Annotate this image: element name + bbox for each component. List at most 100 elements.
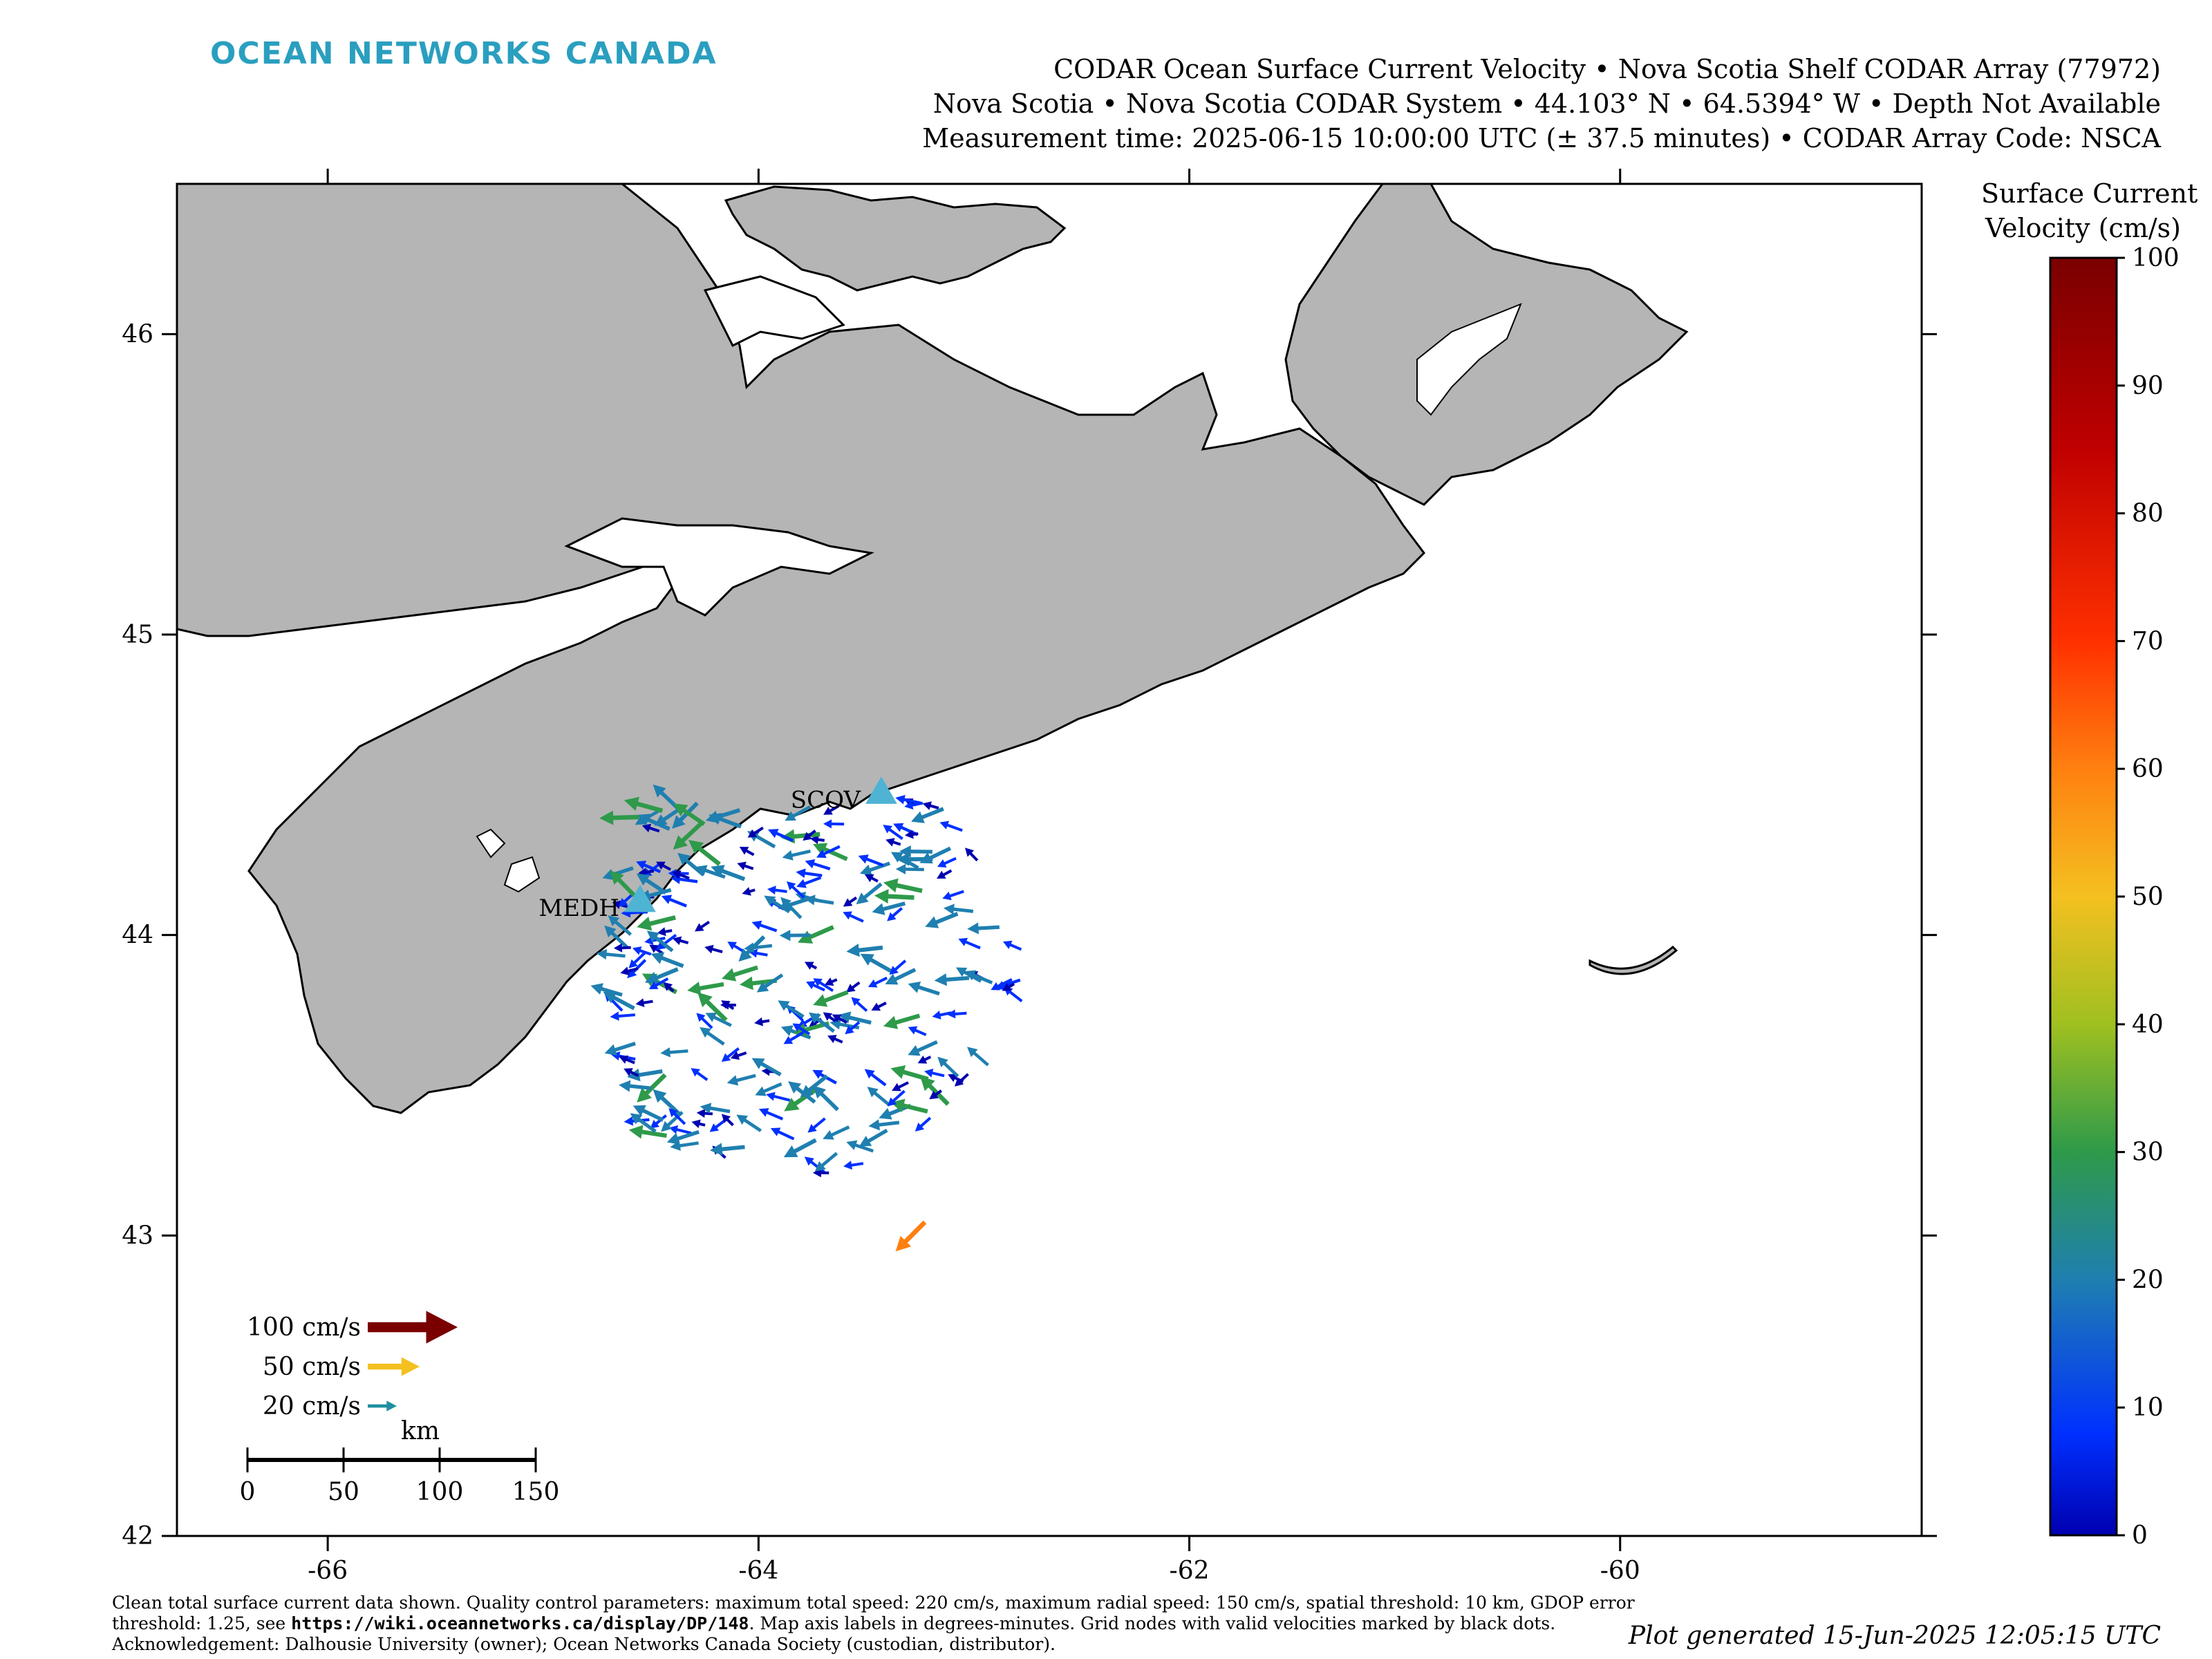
current-vector <box>885 838 901 847</box>
current-vector <box>887 907 903 921</box>
current-vector <box>758 1108 784 1121</box>
colorbar-tick-label: 10 <box>2132 1394 2164 1422</box>
current-vector <box>739 846 755 856</box>
water-minas-basin <box>564 517 874 617</box>
current-vector <box>883 825 903 841</box>
current-vector <box>954 1073 969 1087</box>
current-vector <box>895 795 921 805</box>
current-vector <box>672 936 689 946</box>
current-vector <box>663 982 675 993</box>
current-vector <box>796 868 823 879</box>
current-vector <box>661 894 687 908</box>
vector-legend-arrow <box>368 1357 420 1376</box>
current-vector <box>603 991 635 1011</box>
scale-bar-tick-label: 100 <box>416 1478 464 1506</box>
vector-legend-label: 50 cm/s <box>263 1353 361 1381</box>
current-vector <box>823 805 840 815</box>
footer-link[interactable]: https://wiki.oceannetworks.ca/display/DP… <box>291 1613 749 1633</box>
current-vector <box>871 1002 887 1011</box>
current-vector <box>883 878 923 893</box>
land-islands <box>476 828 541 893</box>
colorbar-tick-label: 40 <box>2132 1011 2164 1039</box>
current-vector <box>630 1113 657 1133</box>
current-vector <box>920 1076 950 1106</box>
y-tick-label: 46 <box>122 320 153 348</box>
current-vector <box>648 977 669 990</box>
station-triangle <box>624 884 656 912</box>
current-vector <box>620 966 639 976</box>
current-vector <box>832 1014 847 1024</box>
current-vector <box>672 801 699 829</box>
current-vector <box>668 1108 686 1125</box>
current-vector <box>673 803 706 826</box>
current-vector <box>721 1047 740 1062</box>
current-vector <box>660 1047 688 1058</box>
current-vector <box>890 1065 929 1082</box>
current-vector <box>739 976 778 991</box>
current-vector <box>610 870 638 899</box>
current-vector <box>632 946 652 956</box>
current-vector <box>804 962 818 970</box>
current-vector <box>778 1000 805 1018</box>
current-vector <box>812 1168 830 1178</box>
current-vector <box>1003 986 1023 1002</box>
current-vector <box>635 998 653 1008</box>
current-vector <box>967 922 1000 935</box>
current-vector <box>911 807 944 823</box>
current-vector <box>637 915 676 931</box>
current-vector <box>868 976 888 988</box>
scale-bar-tick-label: 150 <box>512 1478 560 1506</box>
current-vector <box>619 892 635 907</box>
current-vector <box>641 823 660 833</box>
y-tick-label: 43 <box>122 1221 153 1250</box>
current-vector <box>766 1091 791 1102</box>
current-vector <box>792 1023 811 1035</box>
current-vector <box>838 1011 872 1025</box>
brand-logo-text: OCEAN NETWORKS CANADA <box>210 36 718 71</box>
current-vector <box>804 894 834 906</box>
scale-bar-tick-label: 50 <box>328 1478 359 1506</box>
current-vector <box>934 973 970 986</box>
current-vector <box>624 1068 639 1077</box>
land-sable-island <box>1588 945 1678 975</box>
current-vector <box>705 1012 732 1027</box>
current-vector <box>806 981 825 992</box>
scale-bar: km 0 50 100 150 <box>240 1417 560 1506</box>
current-vector <box>864 874 879 883</box>
current-vector <box>964 970 993 984</box>
x-tick-label: -64 <box>738 1557 778 1585</box>
current-vector <box>653 1089 681 1116</box>
colorbar-tick-label: 60 <box>2132 755 2164 783</box>
current-vector <box>657 927 673 937</box>
current-vector <box>695 865 726 879</box>
current-vector <box>783 1031 805 1044</box>
colorbar-tick-label: 20 <box>2132 1266 2164 1294</box>
current-vectors <box>590 784 1023 1252</box>
current-vector <box>668 1125 692 1135</box>
current-vector <box>937 1056 959 1078</box>
current-vector <box>958 937 981 950</box>
current-vector <box>768 829 794 843</box>
current-vector <box>937 856 957 868</box>
current-vector <box>814 1152 838 1172</box>
current-vector <box>843 896 858 907</box>
current-vector <box>813 1085 839 1112</box>
current-vector <box>646 930 674 953</box>
current-vector <box>908 1026 927 1036</box>
current-vector <box>859 1128 888 1147</box>
current-vector <box>823 819 845 829</box>
current-vector <box>742 887 756 896</box>
current-vector <box>738 935 766 962</box>
current-vector <box>800 1074 829 1098</box>
current-vector <box>650 1114 667 1129</box>
current-vector <box>644 967 679 984</box>
current-vector <box>924 1069 945 1078</box>
current-vector <box>653 784 679 810</box>
current-vector <box>779 930 811 941</box>
footer-text-b: . Map axis labels in degrees-minutes. Gr… <box>112 1613 1556 1654</box>
current-vector <box>856 882 883 905</box>
current-vector <box>890 1098 928 1114</box>
footer-note: Clean total surface current data shown. … <box>112 1593 1667 1655</box>
current-vector <box>637 814 671 831</box>
colorbar-tick-label: 80 <box>2132 500 2164 528</box>
